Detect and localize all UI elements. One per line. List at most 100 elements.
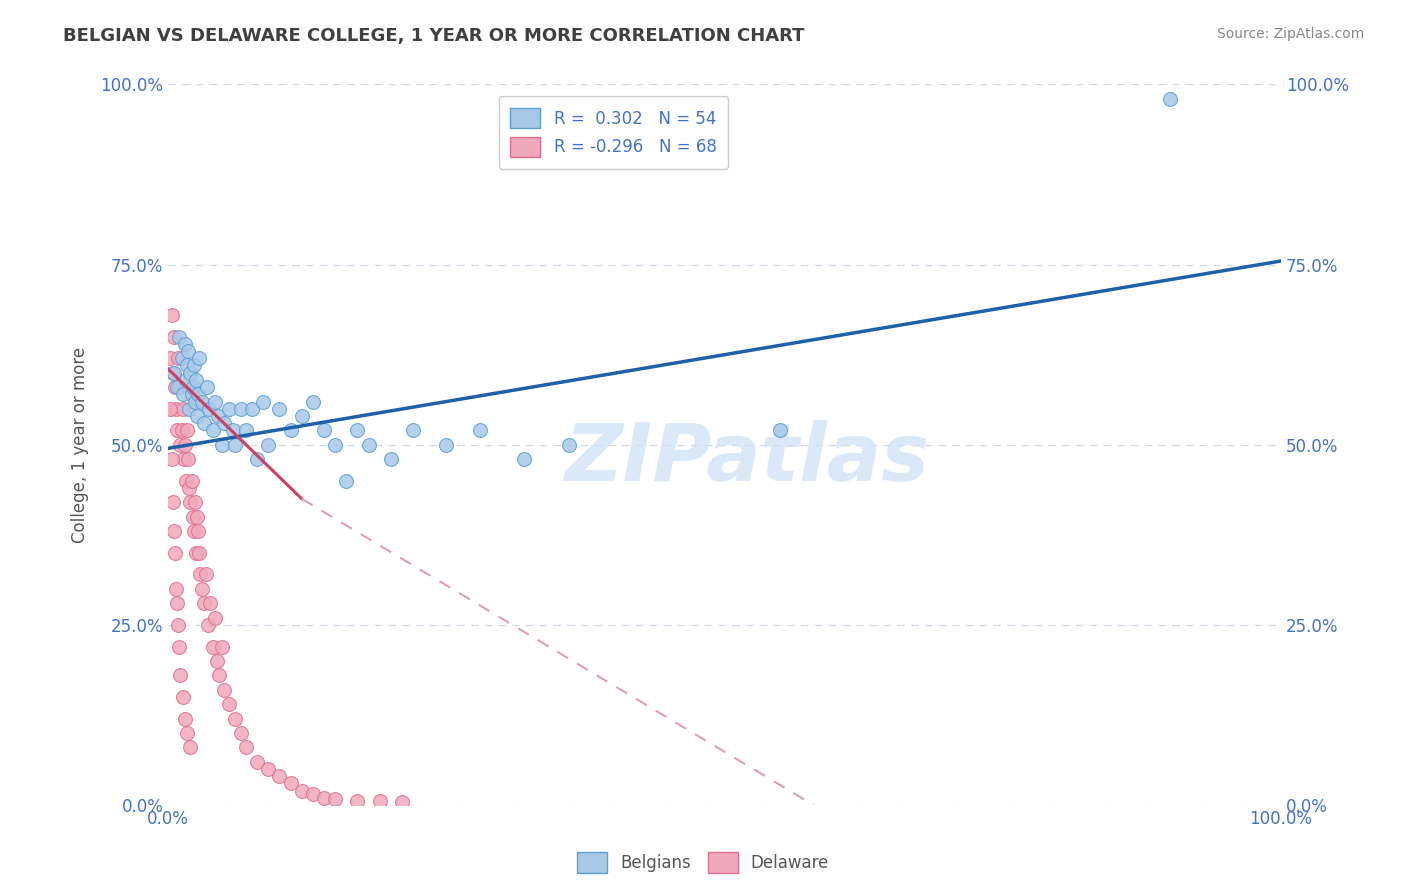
Point [181, 380, 204, 394]
Point [186, 509, 208, 524]
Point [180, 387, 202, 401]
Point [513, 452, 536, 467]
Point [391, 795, 413, 809]
Point [198, 401, 221, 416]
Point [335, 474, 357, 488]
Point [188, 351, 211, 366]
Point [280, 423, 302, 437]
Point [173, 452, 195, 467]
Point [1159, 92, 1181, 106]
Point [197, 618, 219, 632]
Point [172, 401, 194, 416]
Y-axis label: College, 1 year or more: College, 1 year or more [72, 347, 89, 543]
Point [222, 423, 245, 437]
Point [291, 783, 314, 797]
Point [235, 740, 257, 755]
Point [769, 423, 792, 437]
Point [160, 452, 183, 467]
Point [163, 329, 186, 343]
Text: BELGIAN VS DELAWARE COLLEGE, 1 YEAR OR MORE CORRELATION CHART: BELGIAN VS DELAWARE COLLEGE, 1 YEAR OR M… [63, 27, 804, 45]
Point [170, 423, 193, 437]
Point [257, 438, 280, 452]
Point [187, 524, 209, 539]
Point [179, 740, 201, 755]
Point [200, 596, 222, 610]
Point [184, 495, 207, 509]
Point [190, 567, 212, 582]
Point [176, 359, 198, 373]
Point [269, 769, 291, 783]
Point [167, 351, 190, 366]
Point [312, 423, 335, 437]
Point [201, 640, 224, 654]
Point [165, 582, 187, 596]
Point [205, 654, 228, 668]
Point [184, 546, 207, 560]
Point [235, 423, 257, 437]
Point [177, 344, 200, 359]
Point [163, 546, 186, 560]
Point [229, 401, 252, 416]
Point [212, 416, 235, 430]
Point [179, 366, 201, 380]
Point [179, 495, 201, 509]
Point [162, 366, 184, 380]
Point [558, 438, 581, 452]
Point [280, 776, 302, 790]
Point [167, 618, 190, 632]
Point [195, 567, 218, 582]
Point [468, 423, 491, 437]
Point [188, 546, 211, 560]
Point [186, 409, 208, 423]
Point [193, 416, 215, 430]
Point [177, 452, 200, 467]
Point [165, 401, 187, 416]
Point [169, 640, 191, 654]
Point [207, 409, 229, 423]
Point [218, 401, 240, 416]
Point [174, 373, 197, 387]
Point [246, 452, 269, 467]
Point [180, 474, 202, 488]
Point [174, 438, 197, 452]
Point [162, 495, 184, 509]
Point [174, 712, 197, 726]
Point [184, 394, 207, 409]
Point [174, 474, 197, 488]
Point [169, 380, 191, 394]
Point [183, 524, 205, 539]
Point [170, 351, 193, 366]
Point [212, 682, 235, 697]
Point [184, 373, 207, 387]
Point [380, 452, 402, 467]
Point [166, 423, 188, 437]
Point [402, 423, 425, 437]
Point [312, 790, 335, 805]
Point [163, 366, 186, 380]
Point [357, 438, 380, 452]
Point [172, 387, 194, 401]
Point [181, 509, 204, 524]
Point [195, 380, 218, 394]
Point [166, 596, 188, 610]
Text: Source: ZipAtlas.com: Source: ZipAtlas.com [1216, 27, 1364, 41]
Point [174, 337, 197, 351]
Point [163, 380, 186, 394]
Point [176, 726, 198, 740]
Point [172, 690, 194, 704]
Point [190, 582, 212, 596]
Point [169, 668, 191, 682]
Point [166, 380, 188, 394]
Legend: Belgians, Delaware: Belgians, Delaware [569, 846, 837, 880]
Point [176, 423, 198, 437]
Legend: R =  0.302   N = 54, R = -0.296   N = 68: R = 0.302 N = 54, R = -0.296 N = 68 [499, 96, 728, 169]
Point [240, 401, 263, 416]
Point [208, 668, 231, 682]
Point [211, 640, 233, 654]
Point [204, 611, 226, 625]
Text: ZIPatlas: ZIPatlas [564, 420, 929, 498]
Point [163, 524, 186, 539]
Point [346, 423, 368, 437]
Point [211, 438, 233, 452]
Point [204, 394, 226, 409]
